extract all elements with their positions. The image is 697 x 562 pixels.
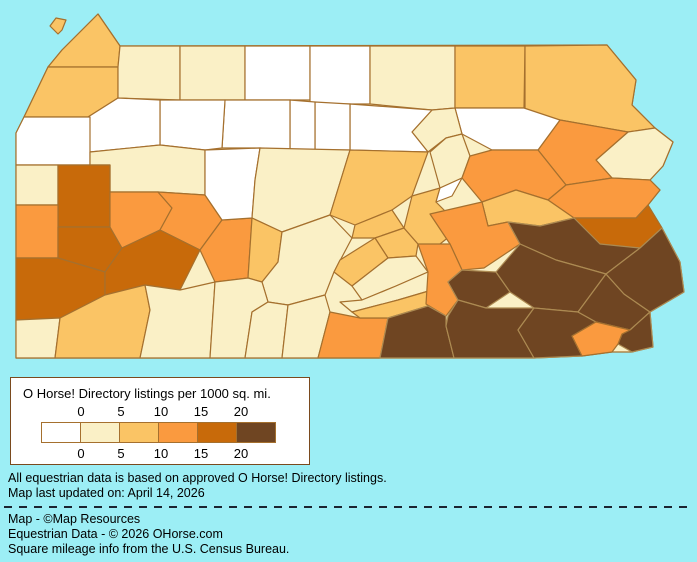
county-warren [117,45,181,101]
credit-equestrian-data: Equestrian Data - © 2026 OHorse.com [8,527,223,541]
note-last-updated: Map last updated on: April 14, 2026 [8,486,205,500]
legend-tick-label: 15 [193,446,209,461]
county-elk [221,99,291,151]
legend-ticks-bottom: 0 5 10 15 20 [11,446,309,461]
legend-swatch-0 [41,422,81,443]
county-susquehanna [454,45,526,109]
legend-swatch-0-5 [80,422,120,443]
county-beaver [15,204,59,259]
county-bradford [369,45,456,111]
legend-tick-label: 5 [117,404,125,419]
county-somerset [139,281,216,359]
credit-square-mileage: Square mileage info from the U.S. Census… [8,542,290,556]
legend-box: O Horse! Directory listings per 1000 sq.… [10,377,310,465]
legend-tick-label: 0 [77,404,85,419]
county-mckean [179,45,246,101]
legend-tick-label: 10 [153,446,169,461]
county-adams [317,311,389,359]
legend-tick-label: 10 [153,404,169,419]
legend-tick-label: 5 [117,446,125,461]
county-forest [159,99,226,151]
county-montour [435,177,463,203]
county-delaware [571,321,631,357]
county-lawrence [15,164,59,206]
county-greene [15,317,61,359]
county-franklin [281,294,331,359]
presque-isle-peninsula [49,17,67,35]
legend-tick-label: 20 [233,446,249,461]
county-potter [244,45,311,101]
county-tioga [309,45,371,105]
county-bucks [605,227,685,313]
county-butler [57,164,111,228]
legend-tick-label: 20 [233,404,249,419]
county-fulton [244,301,289,359]
credit-map: Map - ©Map Resources [8,512,141,526]
legend-swatch-15-20 [197,422,237,443]
legend-swatch-20+ [236,422,276,443]
pennsylvania-county-map [15,13,685,359]
county-cameron [289,99,316,151]
legend-swatch-5-10 [119,422,159,443]
dashed-separator [4,506,688,508]
note-data-source: All equestrian data is based on approved… [8,471,387,485]
legend-tick-label: 15 [193,404,209,419]
legend-swatch-10-15 [158,422,198,443]
legend-title: O Horse! Directory listings per 1000 sq.… [23,386,271,401]
county-clinton [314,101,351,151]
county-mercer [15,116,91,166]
legend-ticks-top: 0 5 10 15 20 [11,404,309,419]
legend-color-ramp [41,422,276,443]
legend-tick-label: 0 [77,446,85,461]
